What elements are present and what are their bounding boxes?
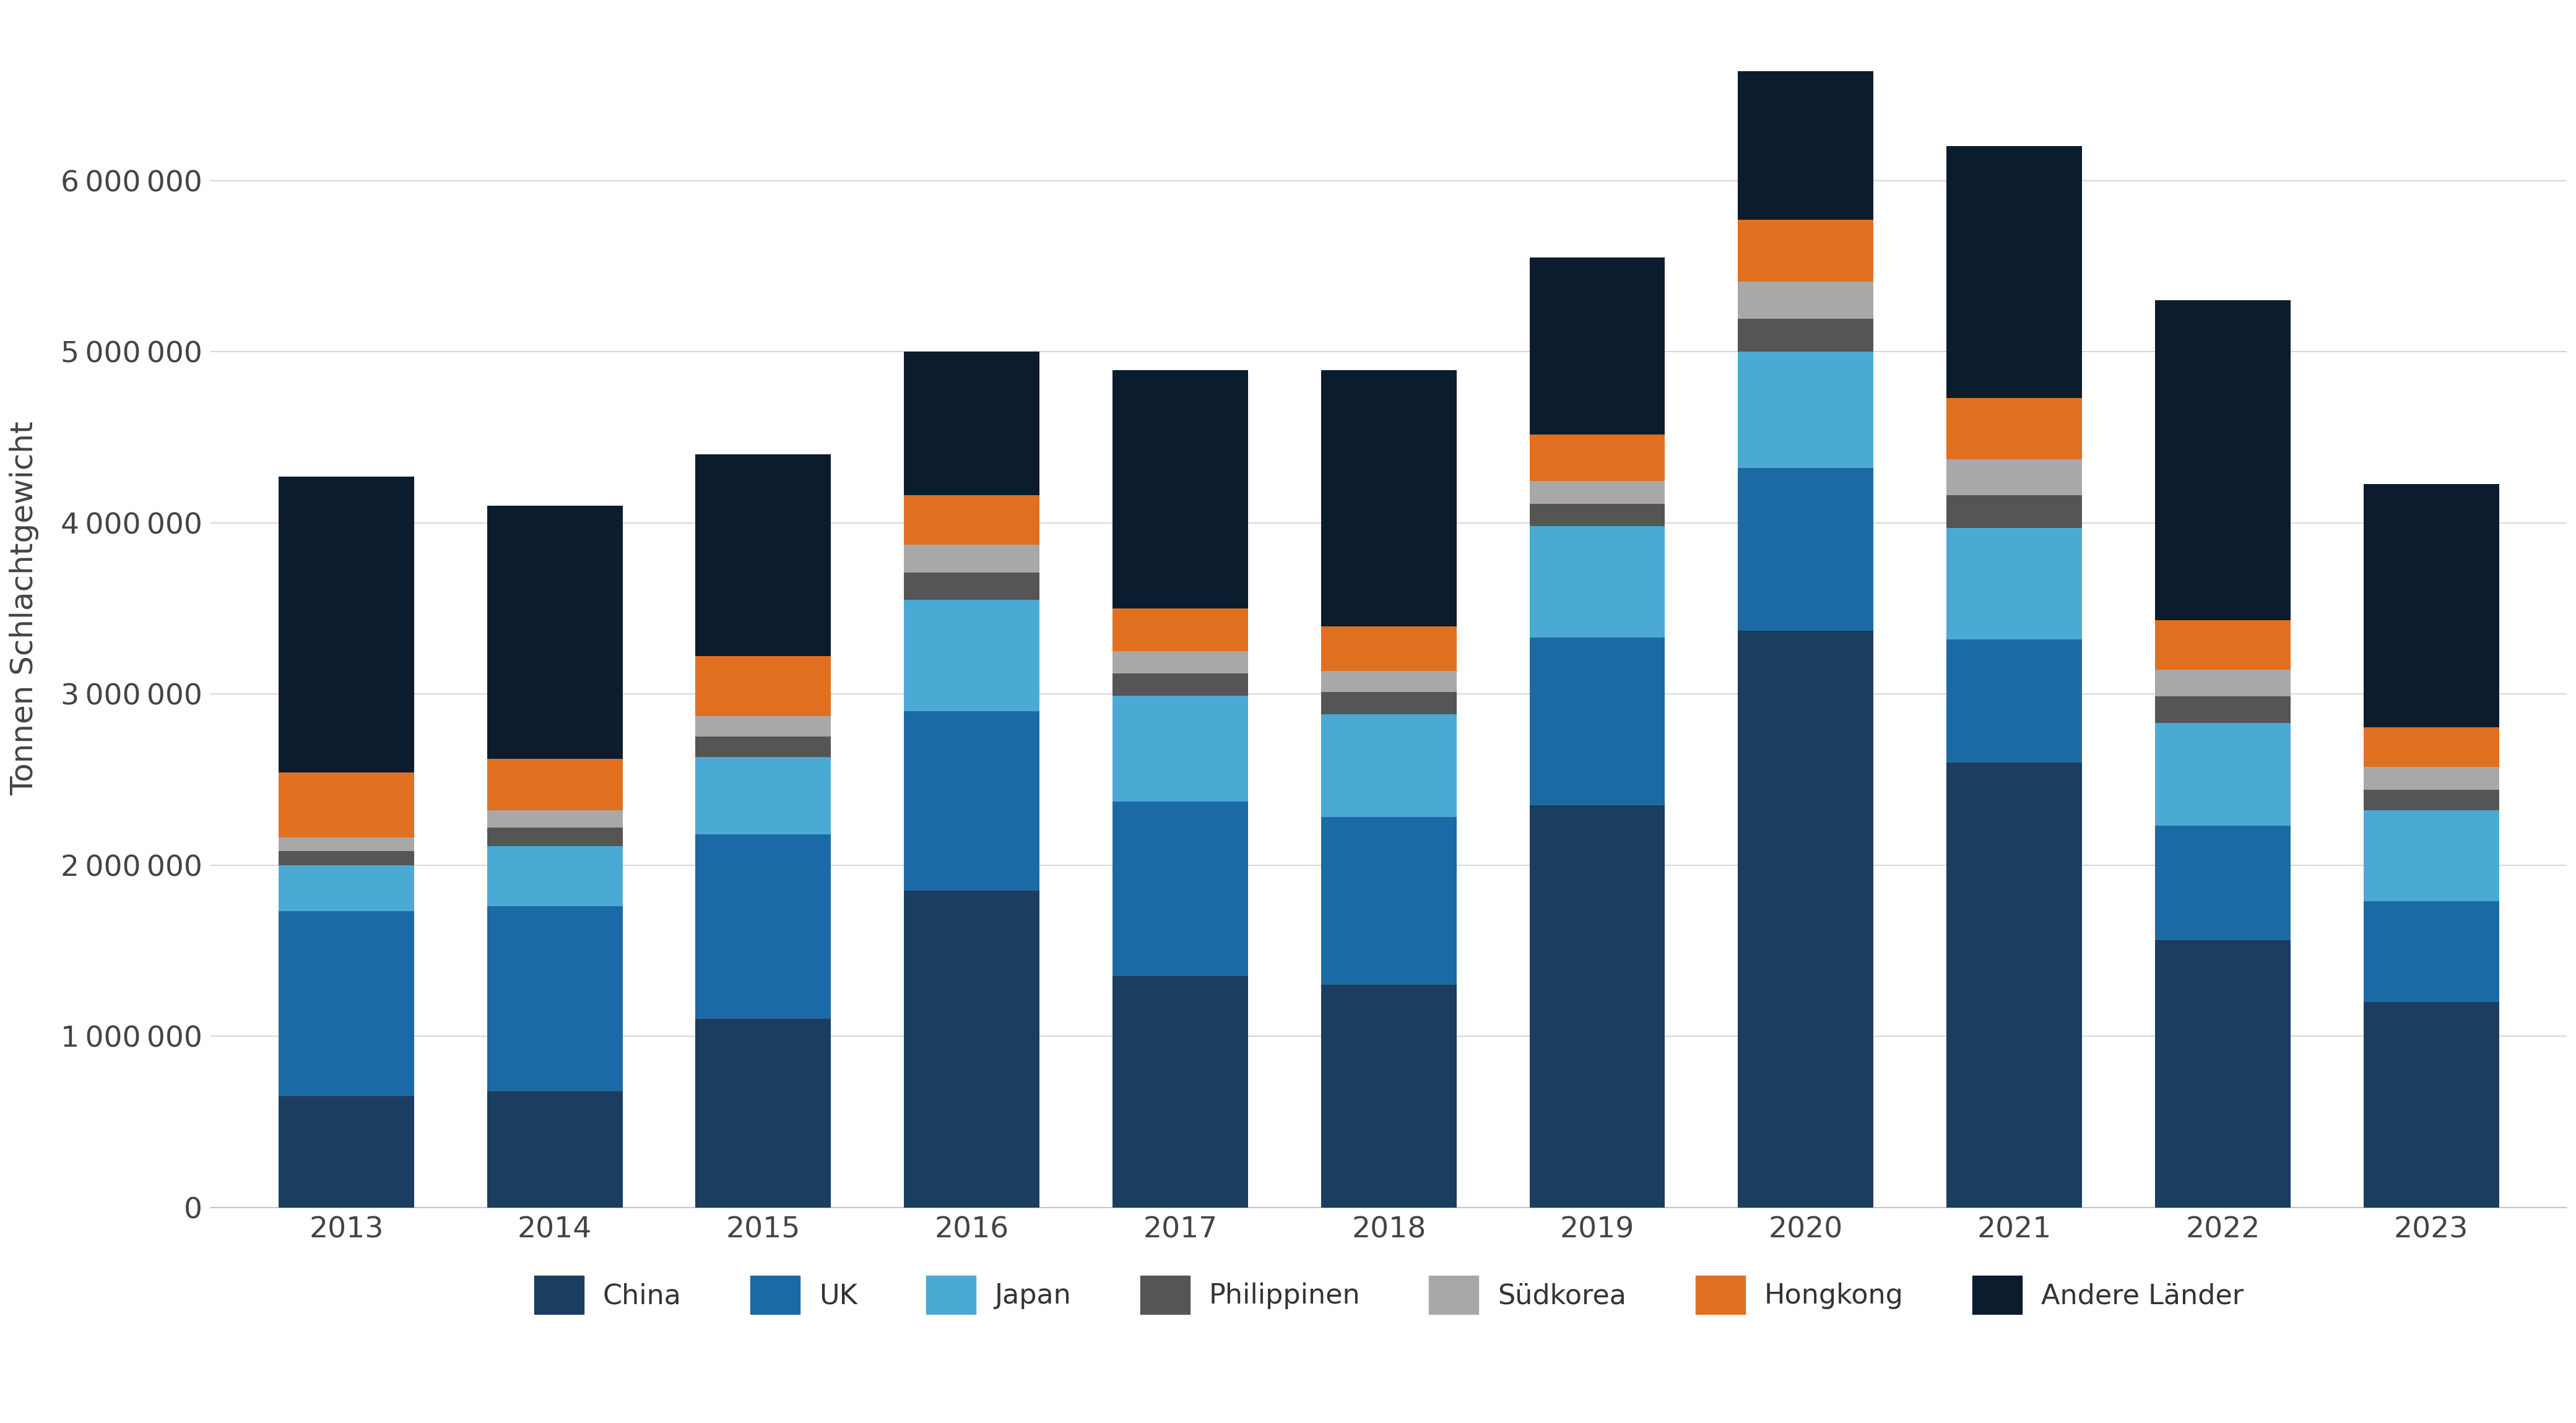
Y-axis label: Tonnen Schlachtgewicht: Tonnen Schlachtgewicht — [10, 421, 39, 795]
Bar — [278, 838, 415, 851]
Bar — [2156, 723, 2290, 825]
Bar — [487, 906, 623, 1091]
Bar — [1113, 652, 1247, 673]
Bar — [1739, 351, 1873, 468]
Bar — [487, 505, 623, 758]
Bar — [1530, 638, 1664, 805]
Bar — [696, 1019, 832, 1207]
Bar — [487, 1091, 623, 1207]
Bar — [2156, 941, 2290, 1207]
Bar — [278, 865, 415, 911]
Bar — [1321, 985, 1455, 1207]
Bar — [1739, 630, 1873, 1207]
Bar — [1739, 282, 1873, 319]
Bar — [1739, 468, 1873, 630]
Bar — [1530, 258, 1664, 434]
Bar — [1113, 976, 1247, 1207]
Bar — [2362, 790, 2499, 810]
Bar — [1113, 801, 1247, 976]
Bar — [696, 716, 832, 737]
Bar — [2362, 901, 2499, 1002]
Bar — [487, 810, 623, 827]
Bar — [1530, 504, 1664, 527]
Bar — [2156, 300, 2290, 620]
Bar — [696, 454, 832, 656]
Bar — [696, 656, 832, 716]
Bar — [904, 712, 1041, 891]
Bar — [278, 911, 415, 1096]
Bar — [1530, 805, 1664, 1207]
Bar — [2362, 727, 2499, 767]
Bar — [2156, 670, 2290, 696]
Bar — [1947, 763, 2081, 1207]
Bar — [1947, 495, 2081, 528]
Bar — [904, 495, 1041, 545]
Bar — [1739, 219, 1873, 282]
Bar — [2362, 767, 2499, 790]
Bar — [487, 758, 623, 810]
Bar — [487, 827, 623, 847]
Bar — [1113, 673, 1247, 696]
Bar — [1947, 639, 2081, 763]
Bar — [1739, 71, 1873, 219]
Bar — [2156, 696, 2290, 723]
Bar — [2362, 1002, 2499, 1207]
Bar — [1739, 319, 1873, 351]
Bar — [1530, 434, 1664, 481]
Bar — [1113, 370, 1247, 608]
Bar — [696, 757, 832, 834]
Bar — [1947, 460, 2081, 495]
Bar — [904, 572, 1041, 599]
Bar — [278, 851, 415, 865]
Bar — [1113, 696, 1247, 801]
Bar — [904, 599, 1041, 712]
Bar — [696, 834, 832, 1019]
Bar — [1947, 398, 2081, 460]
Bar — [1321, 817, 1455, 985]
Bar — [1321, 626, 1455, 670]
Bar — [1321, 692, 1455, 714]
Bar — [904, 545, 1041, 572]
Bar — [696, 737, 832, 757]
Bar — [278, 1096, 415, 1207]
Bar — [2156, 620, 2290, 670]
Bar — [2362, 484, 2499, 727]
Bar — [1530, 481, 1664, 504]
Bar — [904, 891, 1041, 1207]
Bar — [904, 351, 1041, 495]
Bar — [487, 847, 623, 906]
Bar — [1321, 370, 1455, 626]
Bar — [1947, 147, 2081, 398]
Legend: China, UK, Japan, Philippinen, Südkorea, Hongkong, Andere Länder: China, UK, Japan, Philippinen, Südkorea,… — [523, 1265, 2254, 1325]
Bar — [1321, 714, 1455, 817]
Bar — [1947, 528, 2081, 639]
Bar — [278, 773, 415, 838]
Bar — [1530, 527, 1664, 638]
Bar — [1321, 670, 1455, 692]
Bar — [2156, 825, 2290, 941]
Bar — [278, 477, 415, 773]
Bar — [1113, 608, 1247, 652]
Bar — [2362, 810, 2499, 901]
